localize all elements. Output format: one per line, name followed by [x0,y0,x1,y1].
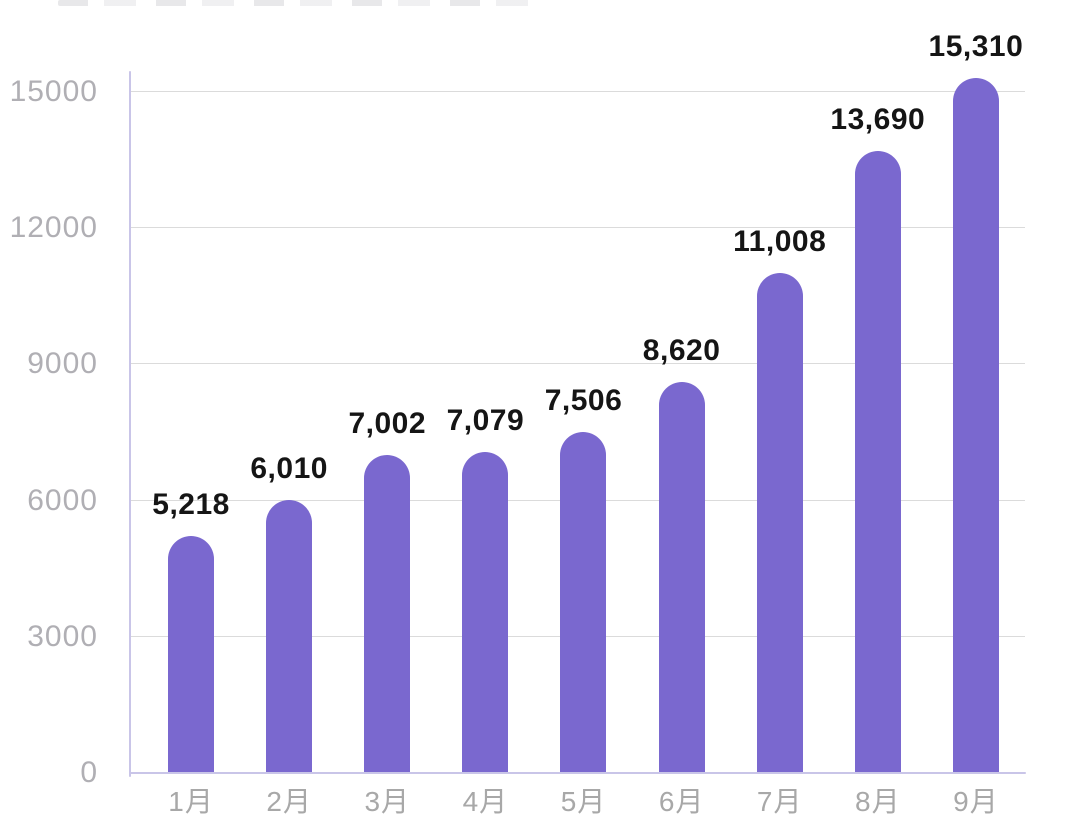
bar-value-label: 7,002 [348,407,427,441]
bar-value-label: 7,079 [446,403,525,437]
bar [756,273,803,773]
bar [462,451,509,773]
bar-slot: 6,010 [240,92,338,773]
bar-value-label: 11,008 [733,225,827,259]
bar-value-label: 5,218 [152,488,230,522]
bar [266,500,313,773]
bar-value-label: 13,690 [830,103,926,137]
bar-value-label: 7,506 [544,384,623,418]
bar [560,432,607,773]
x-axis-labels: 1月 2月 3月 4月 5月 6月 7月 8月 9月 [142,785,1025,819]
bar-slot: 15,310 [927,30,1025,773]
x-tick-label: 8月 [855,786,901,817]
bar-slot: 11,008 [731,92,829,773]
y-tick-label: 9000 [27,347,98,381]
x-tick-label: 9月 [953,786,999,817]
bar-slot: 5,218 [142,92,240,773]
cropped-title-fragments [58,0,548,6]
bar-value-label: 15,310 [928,29,1024,63]
x-tick-label: 5月 [560,786,607,817]
bar [952,77,999,773]
x-tick-label: 4月 [462,786,509,817]
y-tick-label: 0 [80,756,98,789]
bar [168,536,215,773]
y-tick-label: 6000 [27,483,98,517]
x-tick-label: 3月 [364,786,411,817]
x-tick-label: 1月 [168,786,214,817]
bar-value-label: 6,010 [250,452,328,486]
y-tick-label: 12000 [9,211,98,245]
y-tick-label: 3000 [27,619,98,653]
bar-slot: 13,690 [829,92,927,773]
x-tick-label: 7月 [756,786,803,817]
bar-slot: 7,506 [534,92,632,773]
gridline [130,363,1025,365]
bar [854,151,901,773]
y-tick-label: 15000 [9,75,98,108]
gridline [130,227,1025,229]
bar [364,455,411,773]
bar-slot: 8,620 [633,92,731,773]
x-axis-line [129,772,1026,774]
bar [658,381,705,773]
y-axis-line [129,71,131,777]
gridline [130,91,1025,92]
x-tick-label: 6月 [658,786,705,817]
x-tick-label: 2月 [266,786,312,817]
bar-series: 5,218 6,010 7,002 7,079 7,506 8,620 11,008 13,6… [142,30,1025,773]
bar-slot: 7,079 [436,92,534,773]
bar-value-label: 8,620 [642,333,721,367]
bar-slot: 7,002 [338,92,436,773]
plot-area: 5,218 6,010 7,002 7,079 7,506 8,620 11,008 13,6… [130,30,1025,773]
